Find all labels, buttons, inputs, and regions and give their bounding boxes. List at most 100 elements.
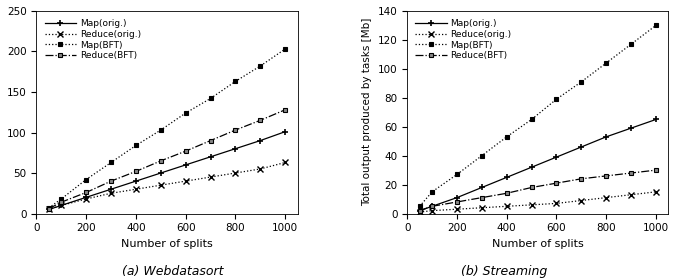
Reduce(BFT) [82,191,90,194]
Map(orig.) [82,196,90,199]
Reduce(orig.) [627,193,635,196]
Map(BFT) [552,98,561,101]
Map(BFT) [478,154,486,157]
Map(BFT) [527,118,536,121]
Reduce(orig.) [281,161,289,164]
Reduce(orig.) [577,199,586,202]
X-axis label: Number of splits: Number of splits [121,239,213,249]
Map(BFT) [156,128,165,132]
Reduce(orig.) [527,203,536,207]
Text: (a) Webdatasort: (a) Webdatasort [122,265,223,278]
Line: Map(BFT): Map(BFT) [417,23,658,209]
Reduce(BFT) [428,205,436,208]
Reduce(BFT) [453,200,461,203]
Map(BFT) [602,61,610,65]
Reduce(orig.) [156,183,165,187]
Reduce(orig.) [416,210,424,214]
Reduce(BFT) [478,196,486,199]
Reduce(BFT) [45,207,53,210]
Map(orig.) [478,186,486,189]
Reduce(BFT) [652,168,660,172]
Reduce(orig.) [256,167,264,171]
Reduce(orig.) [232,171,240,175]
Reduce(orig.) [181,180,190,183]
Map(BFT) [416,205,424,208]
Reduce(orig.) [602,196,610,199]
Map(BFT) [627,43,635,46]
Reduce(BFT) [416,209,424,212]
Map(BFT) [132,144,140,147]
Map(orig.) [602,135,610,138]
Reduce(BFT) [232,128,240,132]
Reduce(orig.) [132,188,140,191]
Map(BFT) [206,97,215,100]
Map(BFT) [45,206,53,210]
Map(orig.) [232,147,240,150]
Map(BFT) [58,197,66,201]
Map(BFT) [652,24,660,27]
Reduce(BFT) [527,186,536,189]
Reduce(orig.) [502,205,510,208]
Map(BFT) [82,178,90,181]
Reduce(orig.) [107,192,115,195]
Line: Map(BFT): Map(BFT) [47,47,288,210]
Reduce(BFT) [552,182,561,185]
Map(orig.) [552,155,561,159]
Map(BFT) [256,64,264,68]
Reduce(orig.) [552,202,561,205]
Map(orig.) [181,163,190,167]
Reduce(BFT) [502,192,510,195]
Map(orig.) [45,208,53,211]
Legend: Map(orig.), Reduce(orig.), Map(BFT), Reduce(BFT): Map(orig.), Reduce(orig.), Map(BFT), Red… [41,16,144,64]
Map(BFT) [453,173,461,176]
Reduce(BFT) [281,108,289,111]
Reduce(orig.) [82,197,90,201]
Legend: Map(orig.), Reduce(orig.), Map(BFT), Reduce(BFT): Map(orig.), Reduce(orig.), Map(BFT), Red… [412,16,515,64]
Y-axis label: Total output produced by tasks [Mb]: Total output produced by tasks [Mb] [362,18,372,207]
Map(orig.) [502,176,510,179]
Reduce(orig.) [478,206,486,209]
Map(BFT) [428,190,436,193]
Map(BFT) [281,47,289,51]
Map(BFT) [232,80,240,83]
Reduce(orig.) [45,208,53,211]
Reduce(BFT) [577,177,586,180]
Map(orig.) [206,155,215,158]
Map(orig.) [281,130,289,133]
Reduce(BFT) [206,139,215,142]
Reduce(orig.) [453,208,461,211]
Map(orig.) [132,180,140,183]
Map(orig.) [652,118,660,121]
Map(orig.) [58,204,66,207]
Reduce(BFT) [107,180,115,183]
Map(orig.) [256,139,264,142]
Map(BFT) [181,111,190,115]
Map(BFT) [107,161,115,164]
Map(orig.) [416,209,424,212]
Reduce(BFT) [627,171,635,175]
Reduce(BFT) [132,170,140,173]
Reduce(BFT) [58,200,66,204]
Text: (b) Streaming: (b) Streaming [461,265,548,278]
Map(orig.) [577,145,586,149]
Line: Reduce(BFT): Reduce(BFT) [47,107,288,211]
Line: Reduce(orig.): Reduce(orig.) [46,160,288,212]
Map(BFT) [577,80,586,83]
Line: Reduce(orig.): Reduce(orig.) [417,189,659,215]
Map(orig.) [453,196,461,199]
Line: Map(orig.): Map(orig.) [45,128,288,213]
Reduce(BFT) [602,174,610,178]
Reduce(BFT) [256,119,264,122]
Reduce(orig.) [58,204,66,207]
Reduce(orig.) [206,175,215,179]
Line: Map(orig.): Map(orig.) [416,116,659,214]
Map(orig.) [156,171,165,175]
Map(orig.) [527,166,536,169]
Reduce(BFT) [156,159,165,163]
Map(orig.) [627,126,635,130]
Reduce(BFT) [181,150,190,153]
Reduce(orig.) [652,190,660,193]
Reduce(orig.) [428,209,436,212]
Line: Reduce(BFT): Reduce(BFT) [417,168,658,213]
Map(orig.) [428,205,436,208]
